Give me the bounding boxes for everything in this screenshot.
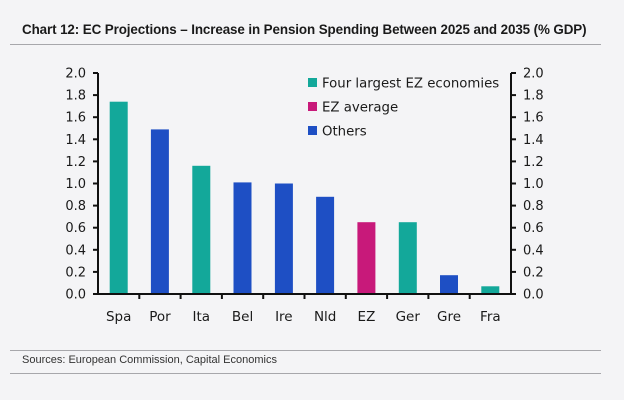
right-y-tick-label: 1.0 xyxy=(523,177,544,192)
left-y-tick-label: 0.6 xyxy=(65,221,86,236)
x-label-gre: Gre xyxy=(437,309,461,325)
bar-ire xyxy=(274,183,293,294)
bar-spa xyxy=(109,101,128,294)
x-label-nld: Nld xyxy=(314,309,336,325)
bar-fra xyxy=(481,286,500,294)
legend: Four largest EZ economies EZ average Other… xyxy=(308,77,499,140)
legend-label-four-largest: Four largest EZ economies xyxy=(322,77,499,92)
left-y-tick-label: 1.2 xyxy=(65,155,86,170)
legend-swatch-others xyxy=(308,126,317,135)
chart-title: Chart 12: EC Projections – Increase in P… xyxy=(22,22,587,37)
right-y-tick-label: 0.4 xyxy=(523,243,544,258)
left-y-tick-label: 0.4 xyxy=(65,243,86,258)
x-label-bel: Bel xyxy=(232,309,253,325)
left-y-tick-label: 0.8 xyxy=(65,199,86,214)
x-label-spa: Spa xyxy=(106,309,131,325)
x-label-ita: Ita xyxy=(192,309,210,325)
source-note: Sources: European Commission, Capital Ec… xyxy=(22,354,277,366)
x-axis-labels: Spa Por Ita Bel Ire Nld EZ Ger Gre Fra xyxy=(106,309,501,325)
right-y-tick-label: 2.0 xyxy=(523,67,544,82)
legend-label-ez-average: EZ average xyxy=(322,101,398,116)
x-label-ez: EZ xyxy=(358,309,376,325)
right-y-tick-label: 1.2 xyxy=(523,155,544,170)
right-y-tick-label: 1.4 xyxy=(523,133,544,148)
right-y-tick-label: 0.6 xyxy=(523,221,544,236)
bar-nld xyxy=(316,196,335,294)
left-y-axis-ticks: 0.0 0.2 0.4 0.6 0.8 1.0 1.2 1.4 1.6 1.8 2.0 xyxy=(65,67,98,303)
source-divider-top xyxy=(10,350,601,351)
right-y-tick-label: 1.6 xyxy=(523,111,544,126)
left-y-tick-label: 1.4 xyxy=(65,133,86,148)
bar-por xyxy=(150,129,169,294)
legend-swatch-four-largest xyxy=(308,78,317,87)
x-label-por: Por xyxy=(149,309,171,325)
bar-bel xyxy=(233,182,252,294)
legend-label-others: Others xyxy=(322,125,367,140)
bar-ger xyxy=(398,222,417,294)
source-divider-bottom xyxy=(10,373,601,374)
right-y-tick-label: 0.8 xyxy=(523,199,544,214)
bars-group xyxy=(109,101,500,294)
left-y-tick-label: 2.0 xyxy=(65,67,86,82)
title-divider xyxy=(10,44,601,45)
left-y-tick-label: 1.0 xyxy=(65,177,86,192)
right-y-tick-label: 0.0 xyxy=(523,288,544,303)
left-y-tick-label: 0.2 xyxy=(65,265,86,280)
x-label-ire: Ire xyxy=(275,309,293,325)
left-y-tick-label: 0.0 xyxy=(65,288,86,303)
bar-gre xyxy=(440,275,458,294)
right-y-tick-label: 0.2 xyxy=(523,265,544,280)
bar-ez xyxy=(357,222,376,294)
left-y-tick-label: 1.8 xyxy=(65,89,86,104)
legend-swatch-ez-average xyxy=(308,102,317,111)
bar-ita xyxy=(192,165,211,294)
x-label-ger: Ger xyxy=(396,309,421,325)
x-label-fra: Fra xyxy=(480,309,501,325)
right-y-tick-label: 1.8 xyxy=(523,89,544,104)
left-y-tick-label: 1.6 xyxy=(65,111,86,126)
right-y-axis-ticks: 0.0 0.2 0.4 0.6 0.8 1.0 1.2 1.4 1.6 1.8 2.0 xyxy=(511,67,544,303)
